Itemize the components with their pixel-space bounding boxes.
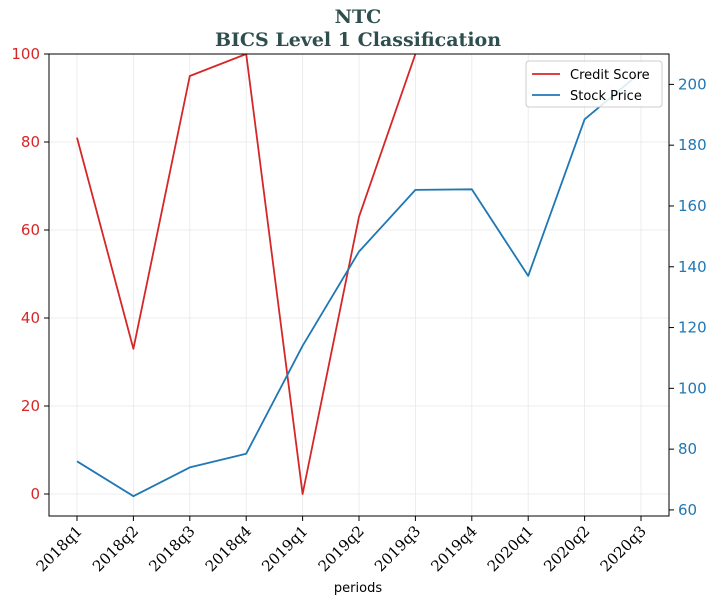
x-tick-label: 2019q4	[427, 522, 480, 575]
x-tick-label: 2019q1	[258, 522, 311, 575]
x-tick-label: 2018q3	[145, 522, 198, 575]
y-left-tick-label: 80	[21, 133, 40, 151]
y-right-tick-label: 100	[678, 379, 707, 397]
x-tick-label: 2019q2	[315, 522, 368, 575]
y-right-tick-label: 160	[678, 197, 707, 215]
chart-title: NTC	[335, 6, 382, 28]
y-left-tick-label: 100	[11, 45, 40, 63]
y-right-tick-label: 140	[678, 258, 707, 276]
x-tick-label: 2020q2	[540, 522, 593, 575]
legend-label: Stock Price	[570, 89, 642, 104]
y-left-tick-label: 20	[21, 397, 40, 415]
x-tick-label: 2018q4	[202, 522, 255, 575]
chart-subtitle: BICS Level 1 Classification	[215, 29, 501, 51]
y-right-tick-label: 200	[678, 75, 707, 93]
x-tick-label: 2018q2	[89, 522, 142, 575]
x-axis-label: periods	[334, 581, 382, 596]
grid	[49, 53, 669, 516]
x-tick-label: 2020q1	[484, 522, 537, 575]
y-left-tick-label: 0	[30, 485, 40, 503]
series-line-stock-price	[76, 71, 642, 498]
x-tick-label: 2018q1	[33, 522, 86, 575]
series-lines	[76, 54, 642, 498]
legend: Credit Score Stock Price	[525, 60, 663, 108]
series-line-credit-score	[76, 54, 417, 495]
y-right-tick-label: 60	[678, 501, 697, 519]
legend-label: Credit Score	[570, 68, 650, 83]
x-tick-label: 2020q3	[597, 522, 650, 575]
y-right-tick-label: 80	[678, 440, 697, 458]
x-tick-label: 2019q3	[371, 522, 424, 575]
y-left-tick-label: 40	[21, 309, 40, 327]
y-left-tick-label: 60	[21, 221, 40, 239]
y-right-tick-label: 180	[678, 136, 707, 154]
y-right-tick-label: 120	[678, 319, 707, 337]
